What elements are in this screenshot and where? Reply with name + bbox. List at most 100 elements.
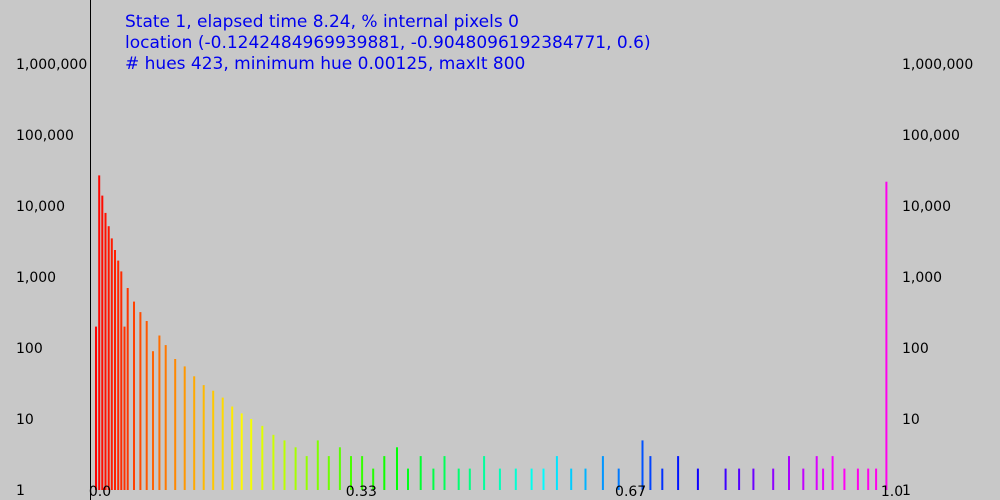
histogram-bar-17: [174, 359, 177, 490]
histogram-bar-73: [885, 181, 888, 490]
histogram-bar-37: [383, 456, 386, 490]
y-tick-right-0: 1,000,000: [902, 57, 973, 73]
histogram-bar-39: [407, 468, 409, 490]
histogram-bar-51: [570, 468, 573, 490]
histogram-bar-48: [530, 468, 533, 490]
y-tick-right-1: 100,000: [902, 128, 960, 144]
histogram-bar-69: [843, 468, 846, 490]
y-tick-right-3: 1,000: [902, 270, 942, 286]
histogram-bar-9: [123, 326, 126, 490]
histogram-bar-29: [294, 447, 297, 490]
y-tick-left-1: 100,000: [16, 128, 74, 144]
histogram-bar-38: [396, 447, 398, 490]
y-tick-right-2: 10,000: [902, 199, 951, 215]
x-tick-3: 1.0: [881, 484, 903, 500]
histogram-bar-34: [350, 456, 352, 490]
histogram-bar-32: [327, 456, 330, 490]
histogram-bar-50: [555, 456, 558, 490]
y-tick-left-2: 10,000: [16, 199, 65, 215]
histogram-bar-11: [133, 301, 135, 490]
x-tick-2: 0.67: [615, 484, 646, 500]
x-ticks: 0.0 0.33 0.67 1.0: [89, 484, 903, 500]
histogram-bar-63: [772, 468, 775, 490]
histogram-bar-26: [261, 425, 264, 490]
histogram-bar-24: [240, 413, 243, 490]
histogram-bar-56: [649, 456, 652, 490]
histogram-bar-18: [183, 366, 186, 490]
y-tick-left-0: 1,000,000: [16, 57, 87, 73]
histogram-bar-64: [788, 456, 790, 490]
histogram-bar-13: [145, 321, 148, 490]
y-tick-left-6: 1: [16, 483, 25, 499]
y-ticks-left: 1,000,000 100,000 10,000 1,000 100 10 1: [16, 57, 87, 499]
histogram-bar-0: [95, 326, 97, 490]
histogram-bar-41: [432, 468, 435, 490]
histogram-bar-4: [107, 226, 110, 490]
y-tick-right-5: 10: [902, 412, 920, 428]
histogram-bar-55: [641, 440, 644, 490]
histogram-bar-12: [139, 312, 142, 490]
histogram-bar-42: [443, 456, 446, 490]
histogram-bar-8: [120, 271, 123, 490]
histogram-bar-35: [361, 456, 364, 490]
histogram-bar-28: [283, 440, 286, 490]
histogram-bar-21: [212, 390, 215, 490]
histogram-bar-65: [802, 468, 805, 490]
info-line-hues: # hues 423, minimum hue 0.00125, maxIt 8…: [125, 54, 526, 74]
y-ticks-right: 1,000,000 100,000 10,000 1,000 100 10 1: [902, 57, 973, 499]
histogram-bar-49: [542, 468, 545, 490]
histogram-bar-71: [867, 468, 870, 490]
histogram-bar-33: [338, 447, 341, 490]
histogram-bar-62: [752, 468, 755, 490]
histogram-bar-52: [584, 468, 587, 490]
histogram-bar-31: [316, 440, 319, 490]
info-line-location: location (-0.1242484969939881, -0.904809…: [125, 33, 651, 53]
histogram-bar-6: [114, 250, 116, 490]
histogram-bar-53: [601, 456, 604, 490]
histogram-bar-66: [815, 456, 818, 490]
histogram-bar-7: [117, 260, 120, 490]
histogram-bar-61: [738, 468, 741, 490]
histogram-bar-23: [231, 406, 234, 490]
histogram-bar-19: [193, 376, 196, 490]
histogram-bar-30: [305, 456, 308, 490]
histogram-bar-36: [372, 468, 375, 490]
histogram-bar-57: [661, 468, 664, 490]
histogram-bar-25: [250, 419, 253, 490]
x-tick-0: 0.0: [89, 484, 111, 500]
y-tick-left-5: 10: [16, 412, 34, 428]
histogram-bar-68: [831, 456, 834, 490]
y-tick-right-6: 1: [902, 483, 911, 499]
histogram-bar-72: [875, 468, 878, 490]
histogram-bar-46: [498, 468, 501, 490]
histogram-bar-47: [514, 468, 517, 490]
histogram-bar-70: [856, 468, 859, 490]
histogram-bar-2: [101, 195, 104, 490]
histogram-bar-1: [98, 175, 101, 490]
x-tick-1: 0.33: [346, 484, 377, 500]
histogram-bar-5: [110, 238, 113, 490]
histogram-bar-15: [158, 335, 161, 490]
histogram-bar-3: [104, 212, 107, 490]
histogram-bar-43: [457, 468, 460, 490]
histogram-bar-22: [221, 397, 224, 490]
y-tick-left-4: 100: [16, 341, 43, 357]
histogram-bars: [95, 175, 888, 490]
histogram-bar-40: [419, 456, 422, 490]
histogram-bar-67: [822, 468, 825, 490]
histogram-bar-58: [677, 456, 680, 490]
info-line-state: State 1, elapsed time 8.24, % internal p…: [125, 12, 519, 32]
histogram-bar-27: [272, 434, 275, 490]
histogram-bar-59: [696, 468, 699, 490]
histogram-bar-54: [617, 468, 620, 490]
y-tick-left-3: 1,000: [16, 270, 56, 286]
histogram-bar-45: [483, 456, 486, 490]
histogram-bar-16: [164, 345, 167, 490]
histogram-bar-14: [152, 351, 154, 490]
histogram-bar-20: [202, 385, 205, 490]
histogram-bar-10: [126, 288, 129, 490]
histogram-bar-44: [468, 468, 471, 490]
y-tick-right-4: 100: [902, 341, 929, 357]
